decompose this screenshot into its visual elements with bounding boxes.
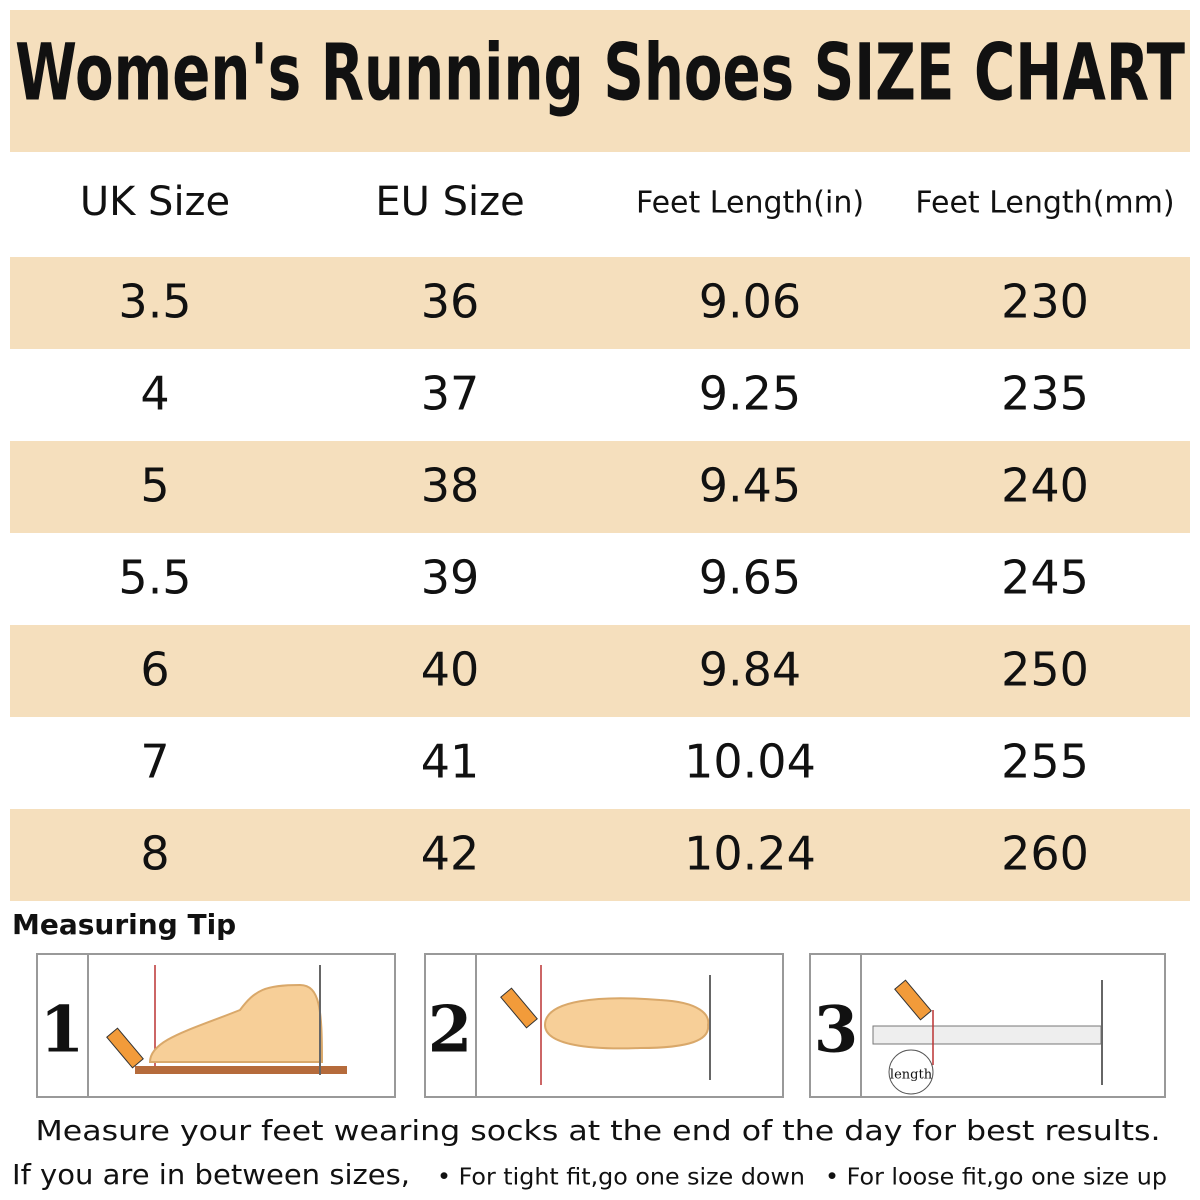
- table-cell: 9.06: [699, 275, 801, 329]
- table-cell: 255: [1001, 735, 1089, 789]
- tips-loose: • For loose fit,go one size up: [825, 1165, 1167, 1191]
- tips-note: Measure your feet wearing socks at the e…: [36, 1114, 1161, 1147]
- row-band: [10, 625, 1190, 717]
- table-cell: 7: [140, 735, 169, 789]
- table-cell: 6: [140, 643, 169, 697]
- table-cell: 42: [421, 827, 480, 881]
- table-body: 3.5 36 9.06 230 4 37 9.25 235 5 38 9.45 240 5.5 39 9.6…: [10, 257, 1190, 901]
- table-cell: 9.65: [699, 551, 801, 605]
- pencil: [894, 979, 932, 1021]
- table-header: UK Size EU Size Feet Length(in) Feet Length…: [80, 179, 1175, 225]
- table-cell: 4: [140, 367, 169, 421]
- table-cell: 250: [1001, 643, 1089, 697]
- table-cell: 9.84: [699, 643, 801, 697]
- tips-title: Measuring Tip: [12, 908, 236, 941]
- step-number: 3: [814, 993, 859, 1068]
- table-cell: 5.5: [118, 551, 191, 605]
- table-cell: 41: [421, 735, 480, 789]
- table-cell: 10.04: [684, 735, 816, 789]
- table-cell: 10.24: [684, 827, 816, 881]
- row-band: [10, 809, 1190, 901]
- tips-tight: • For tight fit,go one size down: [437, 1165, 805, 1191]
- floor: [135, 1066, 347, 1074]
- table-cell: 9.25: [699, 367, 801, 421]
- table-cell: 39: [421, 551, 480, 605]
- column-header: EU Size: [375, 179, 524, 225]
- step-panel: [36, 953, 396, 1098]
- table-cell: 37: [421, 367, 480, 421]
- title-band: [10, 10, 1190, 152]
- pencil: [106, 1027, 144, 1069]
- foot-top: [543, 997, 710, 1050]
- column-header: Feet Length(mm): [915, 186, 1174, 221]
- table-cell: 5: [140, 459, 169, 513]
- table-cell: 40: [421, 643, 480, 697]
- table-cell: 235: [1001, 367, 1089, 421]
- row-band: [10, 441, 1190, 533]
- ruler: [872, 1025, 1102, 1045]
- table-cell: 260: [1001, 827, 1089, 881]
- table-cell: 245: [1001, 551, 1089, 605]
- table-cell: 3.5: [118, 275, 191, 329]
- row-band: [10, 257, 1190, 349]
- tips-between: If you are in between sizes,: [12, 1158, 410, 1191]
- pencil: [500, 987, 538, 1029]
- step-panel: length: [809, 953, 1166, 1098]
- table-cell: 9.45: [699, 459, 801, 513]
- column-header: UK Size: [80, 179, 230, 225]
- table-cell: 38: [421, 459, 480, 513]
- table-cell: 230: [1001, 275, 1089, 329]
- column-header: Feet Length(in): [636, 186, 864, 221]
- step-number: 1: [40, 993, 85, 1068]
- table-cell: 240: [1001, 459, 1089, 513]
- step-number: 2: [428, 993, 473, 1068]
- callout: [888, 1049, 934, 1095]
- table-cell: 8: [140, 827, 169, 881]
- title: Women's Running Shoes SIZE CHART: [15, 28, 1185, 118]
- step-label: length: [890, 1068, 933, 1083]
- step-panel: [424, 953, 784, 1098]
- table-cell: 36: [421, 275, 480, 329]
